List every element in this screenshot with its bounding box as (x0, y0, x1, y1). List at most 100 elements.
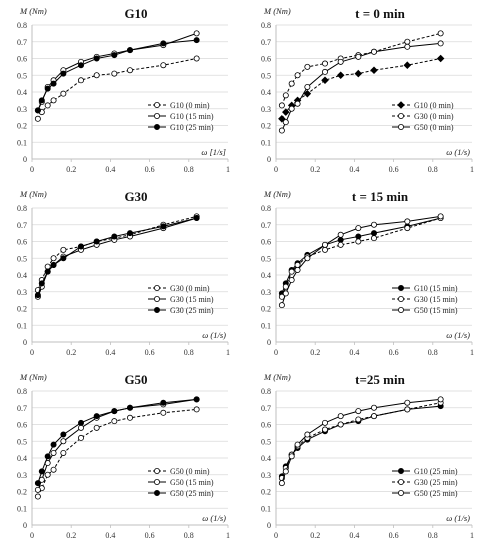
y-tick-label: 0.1 (261, 504, 271, 513)
data-point (127, 404, 134, 411)
x-tick-label: 0.2 (310, 348, 320, 357)
chart-svg: 0 0.1 0.2 0.3 0.4 0.5 0.6 0.7 0.8 0 0.2 0.4 0.6 0.8 1 M… (261, 6, 474, 174)
legend-marker (153, 296, 160, 303)
series-line (37, 398, 197, 490)
y-tick-label: 0.4 (261, 88, 271, 97)
y-tick-label: 0.7 (261, 221, 271, 230)
data-point (337, 231, 344, 238)
x-tick-label: 0.4 (349, 531, 359, 540)
data-point (288, 80, 295, 87)
x-tick-label: 0.4 (105, 165, 115, 174)
data-point (44, 263, 51, 270)
x-axis-label: ω (1/s) (202, 330, 226, 340)
data-point (193, 396, 200, 403)
data-point (111, 418, 118, 425)
data-point (93, 72, 100, 79)
legend-marker (153, 285, 160, 292)
y-tick-label: 0.3 (261, 105, 271, 114)
legend-marker (397, 479, 404, 486)
data-point (354, 69, 363, 78)
y-axis-label: M (Nm) (19, 189, 47, 199)
data-point (437, 30, 444, 37)
legend-marker (397, 113, 404, 120)
data-point (78, 424, 85, 431)
y-tick-label: 0 (267, 338, 271, 347)
data-point (355, 233, 362, 240)
y-axis-label: M (Nm) (263, 189, 291, 199)
legend-label: G10 (0 min) (170, 101, 210, 110)
chart-title: t = 15 min (352, 189, 409, 204)
y-tick-label: 0.3 (17, 471, 27, 480)
y-tick-label: 0.8 (17, 21, 27, 30)
legend: G10 (15 min) G30 (15 min) G50 (15 min) (392, 284, 458, 315)
data-point (44, 268, 51, 275)
data-point (355, 408, 362, 415)
data-point (127, 47, 134, 54)
chart-svg: 0 0.1 0.2 0.3 0.4 0.5 0.6 0.7 0.8 0 0.2 0.4 0.6 0.8 1 M… (17, 189, 230, 357)
y-axis-label: M (Nm) (263, 372, 291, 382)
y-tick-label: 0.5 (261, 437, 271, 446)
data-point (437, 396, 444, 403)
y-tick-label: 0.6 (261, 55, 271, 64)
series-1 (34, 406, 200, 500)
y-tick-label: 0.2 (17, 488, 27, 497)
data-point (93, 238, 100, 245)
y-tick-label: 0 (23, 521, 27, 530)
data-point (294, 261, 301, 268)
data-point (111, 70, 118, 77)
data-point (193, 30, 200, 37)
chart-panel-t15: 0 0.1 0.2 0.3 0.4 0.5 0.6 0.7 0.8 0 0.2 0.4 0.6 0.8 1 M… (244, 183, 488, 366)
legend-marker (153, 124, 160, 131)
data-point (337, 421, 344, 428)
x-tick-label: 0 (30, 531, 34, 540)
data-point (355, 416, 362, 423)
data-point (336, 71, 345, 80)
data-point (404, 225, 411, 232)
legend-label: G50 (0 min) (414, 123, 454, 132)
chart-title: t=25 min (355, 372, 405, 387)
x-tick-label: 0.2 (310, 531, 320, 540)
data-point (437, 40, 444, 47)
data-point (38, 97, 45, 104)
series-1 (34, 213, 200, 294)
y-tick-label: 0.5 (17, 254, 27, 263)
data-point (193, 406, 200, 413)
y-tick-label: 0.4 (17, 271, 27, 280)
data-point (294, 100, 301, 107)
legend-label: G10 (15 min) (414, 284, 458, 293)
data-point (50, 80, 57, 87)
data-point (193, 37, 200, 44)
data-point (160, 409, 167, 416)
y-tick-label: 0.5 (261, 71, 271, 80)
data-point (278, 115, 286, 123)
data-point (78, 62, 85, 69)
y-tick-label: 0.3 (261, 288, 271, 297)
data-point (337, 241, 344, 248)
x-axis-label: ω (1/s) (446, 147, 470, 157)
series-1 (34, 55, 200, 122)
data-point (304, 431, 311, 438)
data-point (50, 261, 57, 268)
x-tick-label: 0.4 (105, 531, 115, 540)
data-point (78, 243, 85, 250)
data-point (93, 413, 100, 420)
series-3 (34, 396, 200, 487)
series-2 (278, 30, 444, 109)
y-tick-label: 0.4 (261, 271, 271, 280)
data-point (127, 414, 134, 421)
data-point (93, 55, 100, 62)
data-point (34, 480, 41, 487)
data-point (436, 54, 445, 63)
y-tick-label: 0.3 (17, 105, 27, 114)
y-tick-label: 0.2 (261, 488, 271, 497)
x-tick-label: 0.6 (145, 165, 155, 174)
data-point (160, 223, 167, 230)
data-point (78, 77, 85, 84)
data-point (355, 53, 362, 60)
chart-panel-t0: 0 0.1 0.2 0.3 0.4 0.5 0.6 0.7 0.8 0 0.2 0.4 0.6 0.8 1 M… (244, 0, 488, 183)
y-tick-label: 0.1 (17, 504, 27, 513)
data-point (34, 493, 41, 500)
data-point (60, 438, 67, 445)
data-point (93, 424, 100, 431)
data-point (50, 97, 57, 104)
